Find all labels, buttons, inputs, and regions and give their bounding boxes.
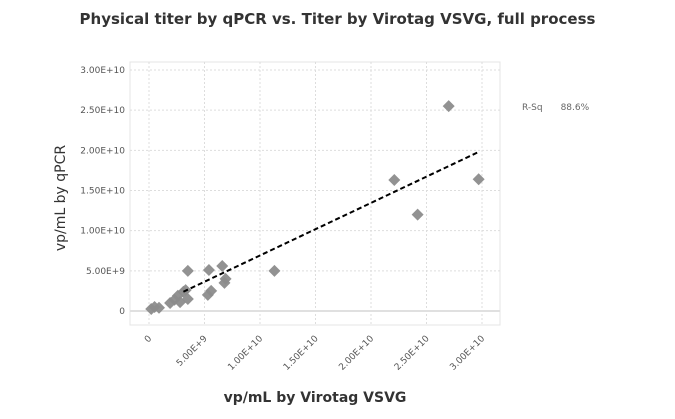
data-point <box>216 260 229 273</box>
data-point <box>152 301 165 314</box>
x-tick-label: 5.00E+9 <box>175 334 210 369</box>
y-tick-label: 2.50E+10 <box>80 106 125 116</box>
y-tick-label: 0 <box>119 307 125 317</box>
y-tick-label: 5.00E+9 <box>86 267 125 277</box>
data-point <box>472 173 485 186</box>
y-tick-label: 1.50E+10 <box>80 187 125 197</box>
r-squared-annotation: R-Sq 88.6% <box>522 103 589 113</box>
data-point <box>411 208 424 221</box>
x-axis-label: vp/mL by Virotag VSVG <box>223 390 407 406</box>
y-tick-label: 1.00E+10 <box>80 227 125 237</box>
x-tick-label: 3.00E+10 <box>448 334 487 373</box>
data-point <box>218 276 231 289</box>
x-tick-label: 2.50E+10 <box>393 334 432 373</box>
data-point <box>442 100 455 113</box>
y-tick-label: 2.00E+10 <box>80 146 125 156</box>
data-point <box>181 292 194 305</box>
x-tick-label: 1.50E+10 <box>282 334 321 373</box>
data-point <box>202 264 215 277</box>
chart-title: Physical titer by qPCR vs. Titer by Viro… <box>79 10 596 28</box>
data-point <box>388 174 401 187</box>
data-point <box>205 284 218 297</box>
y-tick-label: 3.00E+10 <box>80 66 125 76</box>
r-squared-value: 88.6% <box>560 103 590 113</box>
data-point <box>181 264 194 277</box>
trendline <box>182 151 480 293</box>
x-tick-label: 1.00E+10 <box>226 334 265 373</box>
x-tick-label: 2.00E+10 <box>337 334 376 373</box>
x-tick-label: 0 <box>143 334 154 345</box>
data-point <box>268 264 281 277</box>
r-squared-label: R-Sq <box>522 103 543 113</box>
